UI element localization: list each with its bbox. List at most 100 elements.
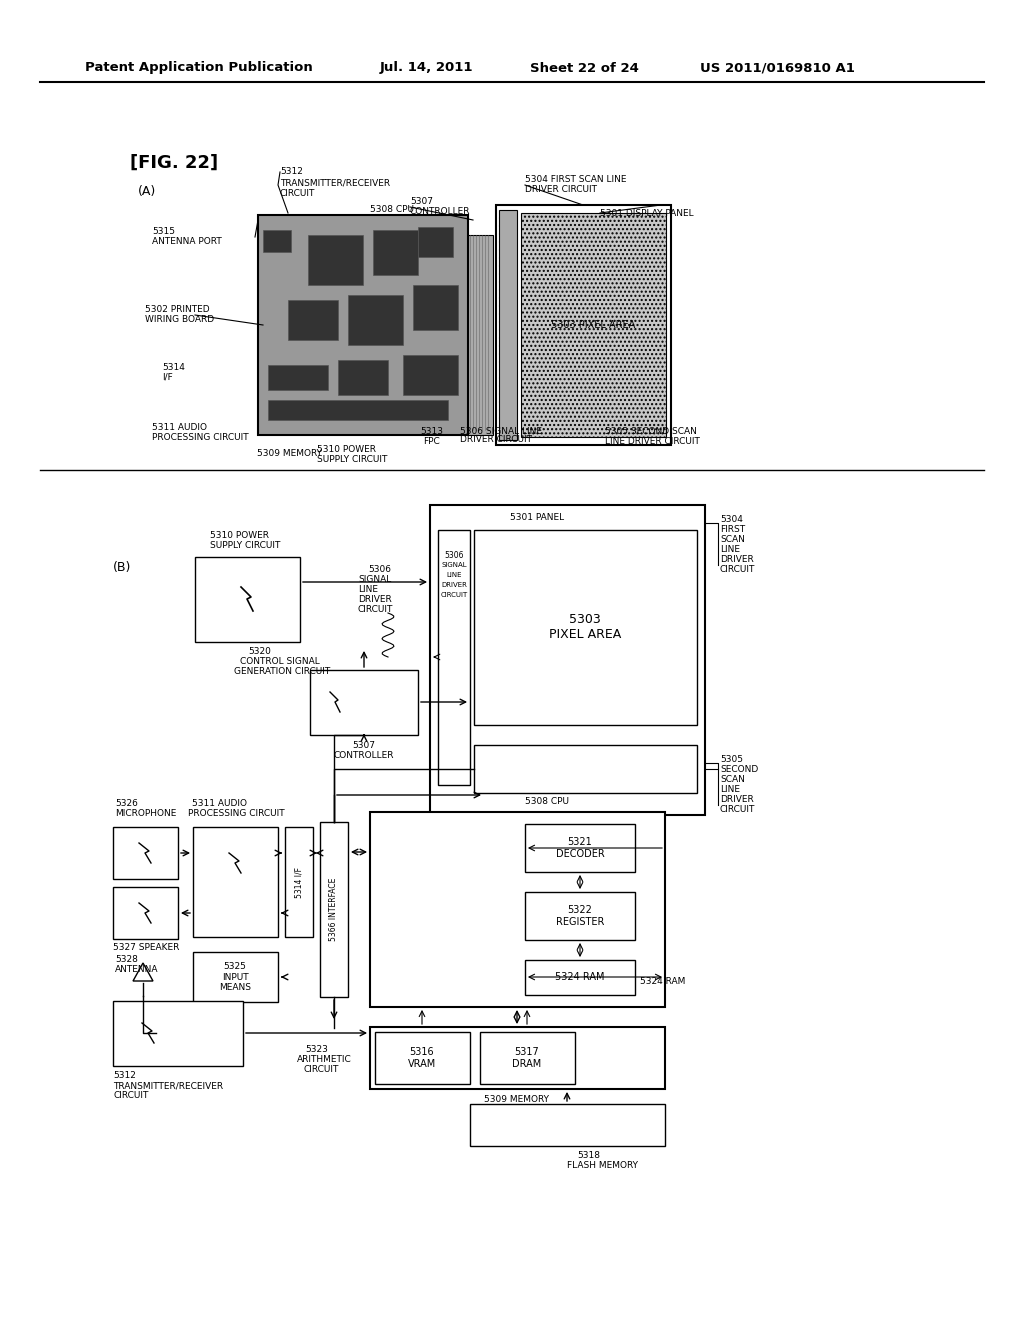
Bar xyxy=(370,812,665,1007)
Bar xyxy=(258,215,468,436)
Bar xyxy=(418,227,453,257)
Text: CIRCUIT: CIRCUIT xyxy=(280,189,315,198)
Bar xyxy=(499,210,517,440)
Text: CONTROL SIGNAL: CONTROL SIGNAL xyxy=(240,657,319,667)
Bar xyxy=(338,360,388,395)
Bar xyxy=(319,822,348,997)
Bar xyxy=(193,828,278,937)
Bar xyxy=(525,960,635,995)
Bar xyxy=(470,1104,665,1146)
Text: 5366 INTERFACE: 5366 INTERFACE xyxy=(330,878,339,941)
Text: SIGNAL: SIGNAL xyxy=(441,562,467,568)
Text: 5312: 5312 xyxy=(113,1072,136,1081)
Text: DRIVER: DRIVER xyxy=(720,556,754,565)
Text: SCAN: SCAN xyxy=(720,776,744,784)
Bar xyxy=(403,355,458,395)
Text: SUPPLY CIRCUIT: SUPPLY CIRCUIT xyxy=(317,454,387,463)
Text: 5303
PIXEL AREA: 5303 PIXEL AREA xyxy=(549,612,622,642)
Text: I/F: I/F xyxy=(162,372,173,381)
Text: 5305: 5305 xyxy=(720,755,743,764)
Text: 5314: 5314 xyxy=(162,363,185,371)
Text: Sheet 22 of 24: Sheet 22 of 24 xyxy=(530,62,639,74)
Text: GENERATION CIRCUIT: GENERATION CIRCUIT xyxy=(234,668,331,676)
Text: 5323: 5323 xyxy=(305,1044,328,1053)
Text: WIRING BOARD: WIRING BOARD xyxy=(145,315,214,325)
Text: FLASH MEMORY: FLASH MEMORY xyxy=(567,1162,638,1171)
Bar xyxy=(474,531,697,725)
Bar xyxy=(113,828,178,879)
Text: 5322
REGISTER: 5322 REGISTER xyxy=(556,906,604,927)
Bar xyxy=(375,1032,470,1084)
Text: 5304: 5304 xyxy=(720,516,742,524)
Text: 5310 POWER: 5310 POWER xyxy=(210,531,269,540)
Bar xyxy=(480,1032,575,1084)
Text: ARITHMETIC: ARITHMETIC xyxy=(297,1055,352,1064)
Text: PROCESSING CIRCUIT: PROCESSING CIRCUIT xyxy=(152,433,249,442)
Bar xyxy=(308,235,362,285)
Bar xyxy=(430,506,705,814)
Text: 5320: 5320 xyxy=(248,648,271,656)
Text: PROCESSING CIRCUIT: PROCESSING CIRCUIT xyxy=(188,809,285,818)
Bar xyxy=(521,213,666,437)
Text: 5302 PRINTED: 5302 PRINTED xyxy=(145,305,210,314)
Text: 5316
VRAM: 5316 VRAM xyxy=(408,1047,436,1069)
Text: LINE: LINE xyxy=(720,785,740,795)
Text: SCAN: SCAN xyxy=(720,536,744,544)
Text: LINE: LINE xyxy=(358,586,378,594)
Bar xyxy=(496,205,671,445)
Text: CIRCUIT: CIRCUIT xyxy=(303,1064,338,1073)
Text: Jul. 14, 2011: Jul. 14, 2011 xyxy=(380,62,473,74)
Bar xyxy=(525,892,635,940)
Text: 5304 FIRST SCAN LINE: 5304 FIRST SCAN LINE xyxy=(525,176,627,185)
Text: 5309 MEMORY: 5309 MEMORY xyxy=(257,449,322,458)
Text: 5314 I/F: 5314 I/F xyxy=(295,866,303,898)
Bar xyxy=(310,671,418,735)
Bar xyxy=(268,366,328,389)
Text: DRIVER: DRIVER xyxy=(720,796,754,804)
Text: US 2011/0169810 A1: US 2011/0169810 A1 xyxy=(700,62,855,74)
Bar xyxy=(285,828,313,937)
Text: 5324 RAM: 5324 RAM xyxy=(640,978,685,986)
Text: 5327 SPEAKER: 5327 SPEAKER xyxy=(113,942,179,952)
Text: 5303 PIXEL AREA: 5303 PIXEL AREA xyxy=(551,319,635,330)
Text: 5308 CPU: 5308 CPU xyxy=(525,797,569,807)
Text: 5308 CPU: 5308 CPU xyxy=(370,206,414,214)
Text: SUPPLY CIRCUIT: SUPPLY CIRCUIT xyxy=(210,540,281,549)
Text: ANTENNA PORT: ANTENNA PORT xyxy=(152,238,222,247)
Text: LINE DRIVER CIRCUIT: LINE DRIVER CIRCUIT xyxy=(605,437,699,446)
Bar xyxy=(268,400,449,420)
Text: CIRCUIT: CIRCUIT xyxy=(720,805,756,814)
Text: 5311 AUDIO: 5311 AUDIO xyxy=(193,800,247,808)
Text: 5315: 5315 xyxy=(152,227,175,236)
Text: LINE: LINE xyxy=(720,545,740,554)
Text: DRIVER: DRIVER xyxy=(358,595,392,605)
Text: SECOND: SECOND xyxy=(720,766,758,775)
Text: MICROPHONE: MICROPHONE xyxy=(115,809,176,818)
Text: 5317
DRAM: 5317 DRAM xyxy=(512,1047,542,1069)
Text: 5306: 5306 xyxy=(368,565,391,574)
Bar xyxy=(525,824,635,873)
Text: 5306 SIGNAL LINE: 5306 SIGNAL LINE xyxy=(460,426,542,436)
Text: (B): (B) xyxy=(113,561,131,573)
Bar xyxy=(370,1027,665,1089)
Text: 5306: 5306 xyxy=(444,550,464,560)
Text: CONTROLLER: CONTROLLER xyxy=(334,751,394,759)
Text: 5318: 5318 xyxy=(577,1151,600,1160)
Text: 5309 MEMORY: 5309 MEMORY xyxy=(484,1094,550,1104)
Text: 5310 POWER: 5310 POWER xyxy=(317,445,376,454)
Text: 5328: 5328 xyxy=(115,954,138,964)
Text: DRIVER CIRCUIT: DRIVER CIRCUIT xyxy=(525,186,597,194)
Text: 5301 PANEL: 5301 PANEL xyxy=(510,512,564,521)
Text: CIRCUIT: CIRCUIT xyxy=(358,606,393,615)
Text: CONTROLLER: CONTROLLER xyxy=(410,207,470,216)
Text: 5312: 5312 xyxy=(280,168,303,177)
Bar xyxy=(193,952,278,1002)
Text: (A): (A) xyxy=(138,186,157,198)
Bar xyxy=(474,744,697,793)
Text: 5307: 5307 xyxy=(352,741,376,750)
Text: CIRCUIT: CIRCUIT xyxy=(720,565,756,574)
Text: ANTENNA: ANTENNA xyxy=(115,965,159,974)
Text: 5301 DISPLAY PANEL: 5301 DISPLAY PANEL xyxy=(600,209,693,218)
Text: CIRCUIT: CIRCUIT xyxy=(440,591,468,598)
Bar xyxy=(263,230,291,252)
